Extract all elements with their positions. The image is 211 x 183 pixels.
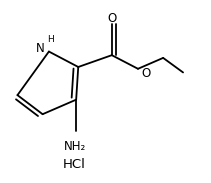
Text: O: O [142,67,151,80]
Text: O: O [107,12,116,25]
Text: N: N [36,42,45,55]
Text: NH₂: NH₂ [64,140,86,153]
Text: HCl: HCl [63,158,85,171]
Text: H: H [47,35,54,44]
